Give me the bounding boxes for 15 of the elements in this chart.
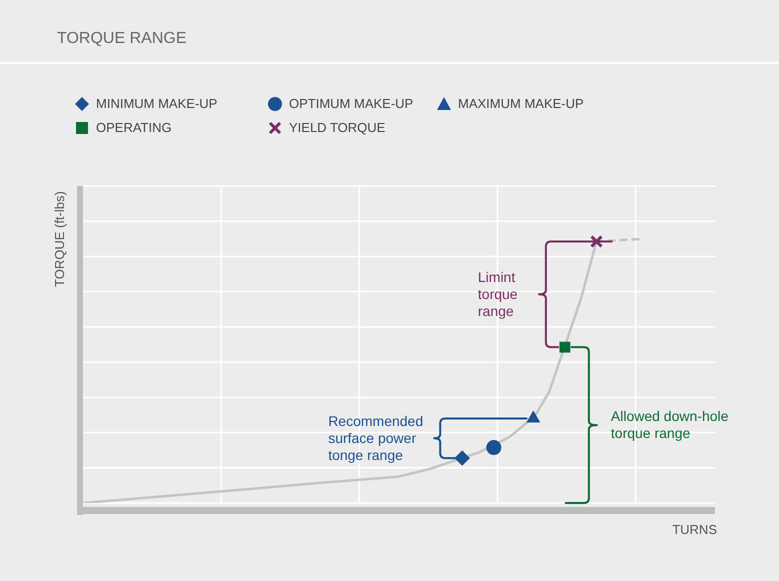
legend-label: YIELD TORQUE <box>289 120 386 135</box>
legend-label: OPTIMUM MAKE-UP <box>289 96 414 111</box>
y-axis-title: TORQUE (ft-lbs) <box>52 191 67 287</box>
legend-label: MINIMUM MAKE-UP <box>96 96 218 111</box>
point <box>559 342 570 353</box>
annotation: Limint torque range <box>478 268 519 320</box>
point <box>590 235 603 248</box>
legend-label: MAXIMUM MAKE-UP <box>458 96 584 111</box>
chart-title: TORQUE RANGE <box>57 30 186 48</box>
legend-label: OPERATING <box>96 120 172 135</box>
annotation: Recommended surface power tonge range <box>328 412 424 464</box>
annotation: Allowed down-hole torque range <box>610 408 730 442</box>
x-axis-title: TURNS <box>672 522 717 537</box>
point <box>486 440 502 456</box>
point <box>454 450 470 466</box>
